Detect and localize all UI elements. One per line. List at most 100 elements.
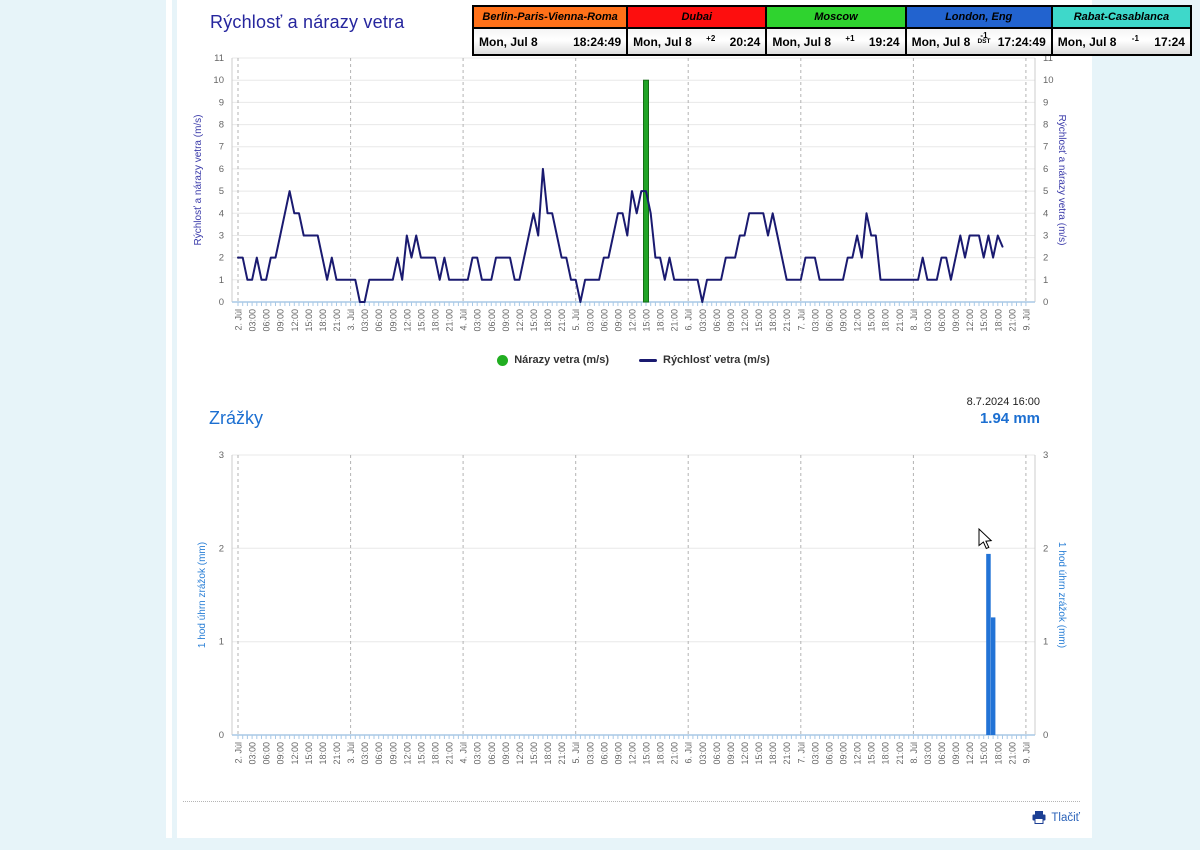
wind-y-axis-label-left: Rýchlosť a nárazy vetra (m/s)	[193, 114, 204, 245]
x-tick-label: 21:00	[782, 742, 792, 765]
x-tick-label: 06:00	[824, 309, 834, 332]
legend-item[interactable]: Nárazy vetra (m/s)	[497, 354, 609, 366]
y-tick-label-left: 2	[219, 543, 224, 554]
x-tick-label: 03:00	[360, 309, 370, 332]
content-panel: Rýchlosť a nárazy vetra 2. Júl 03:00 06:00…	[166, 0, 1092, 838]
clock-city-time-row: Mon, Jul 8 +2 20:24	[628, 29, 766, 54]
precipitation-chart: 2. Júl 03:00 06:00 09:00 12:00 15:00 18:00 21:0…	[197, 450, 1067, 765]
x-tick-label: 18:00	[543, 309, 553, 332]
x-tick-label: 06:00	[937, 742, 947, 765]
y-tick-label-right: 6	[1043, 164, 1048, 175]
clock-city-name: Moscow	[767, 7, 905, 29]
clock-city-column: Rabat-Casablanca Mon, Jul 8 -1 17:24	[1050, 7, 1190, 54]
clock-date: Mon, Jul 8	[1057, 34, 1117, 49]
x-tick-label: 09:00	[951, 309, 961, 332]
y-tick-label-right: 0	[1043, 297, 1048, 308]
x-tick-label: 21:00	[895, 309, 905, 332]
x-tick-label: 21:00	[332, 309, 342, 332]
y-tick-label-left: 0	[219, 297, 224, 308]
x-tick-label: 03:00	[698, 742, 708, 765]
x-tick-label: 09:00	[388, 742, 398, 765]
x-tick-label: 03:00	[923, 309, 933, 332]
y-tick-label-right: 2	[1043, 253, 1048, 264]
x-tick-label: 06:00	[487, 309, 497, 332]
x-tick-label: 21:00	[557, 309, 567, 332]
tooltip-datetime: 8.7.2024 16:00	[966, 396, 1040, 408]
x-tick-label: 03:00	[248, 742, 258, 765]
clock-offset-value: +1	[845, 33, 855, 43]
y-tick-label-right: 3	[1043, 450, 1048, 461]
y-tick-label-right: 2	[1043, 543, 1048, 554]
x-tick-label: 06:00	[374, 742, 384, 765]
wind-chart: 2. Júl 03:00 06:00 09:00 12:00 15:00 18:00 21:0…	[193, 53, 1067, 332]
x-tick-label: 03:00	[698, 309, 708, 332]
clock-city-name: Berlin-Paris-Vienna-Roma	[474, 7, 627, 29]
x-tick-label: 5. Júl	[571, 742, 581, 764]
x-tick-label: 7. Júl	[796, 742, 806, 764]
x-tick-label: 3. Júl	[346, 742, 356, 764]
x-tick-label: 18:00	[993, 309, 1003, 332]
x-tick-label: 09:00	[839, 309, 849, 332]
footer-divider: Tlačiť	[183, 801, 1080, 824]
x-tick-label: 6. Júl	[684, 742, 694, 764]
precip-bar[interactable]	[990, 617, 996, 735]
x-tick-label: 5. Júl	[571, 309, 581, 331]
clock-city-time-row: Mon, Jul 8 -1 17:24	[1052, 29, 1190, 54]
x-tick-label: 06:00	[824, 742, 834, 765]
x-tick-label: 03:00	[248, 309, 258, 332]
clock-offset-value: -1	[980, 30, 988, 40]
x-tick-label: 09:00	[501, 742, 511, 765]
x-tick-label: 12:00	[853, 309, 863, 332]
y-tick-label-left: 6	[219, 164, 224, 175]
x-tick-label: 18:00	[318, 742, 328, 765]
clock-city-time-row: Mon, Jul 8 +1 19:24	[767, 29, 905, 54]
tooltip-value: 1.94 mm	[979, 410, 1040, 427]
wind-chart-legend: Nárazy vetra (m/s) Rýchlosť vetra (m/s)	[232, 354, 1035, 366]
y-tick-label-left: 7	[219, 142, 224, 153]
x-tick-label: 8. Júl	[909, 309, 919, 331]
x-tick-label: 09:00	[388, 309, 398, 332]
x-tick-label: 9. Júl	[1021, 742, 1031, 764]
x-tick-label: 18:00	[768, 309, 778, 332]
x-tick-label: 03:00	[923, 742, 933, 765]
x-tick-label: 03:00	[810, 309, 820, 332]
x-tick-label: 4. Júl	[459, 309, 469, 331]
x-tick-label: 12:00	[853, 742, 863, 765]
x-tick-label: 18:00	[543, 742, 553, 765]
clock-date: Mon, Jul 8	[772, 34, 832, 49]
precip-bar[interactable]	[986, 553, 991, 735]
clock-city-name: Dubai	[628, 7, 766, 29]
printer-icon	[1032, 811, 1046, 824]
x-tick-label: 15:00	[867, 309, 877, 332]
x-tick-label: 09:00	[276, 309, 286, 332]
y-tick-label-left: 4	[219, 208, 224, 219]
x-tick-label: 12:00	[740, 309, 750, 332]
x-tick-label: 7. Júl	[796, 309, 806, 331]
x-tick-label: 15:00	[642, 309, 652, 332]
x-tick-label: 06:00	[262, 742, 272, 765]
precip-y-axis-label-left: 1 hod úhrn zrážok (mm)	[197, 542, 208, 648]
x-tick-label: 18:00	[768, 742, 778, 765]
x-tick-label: 06:00	[262, 309, 272, 332]
y-tick-label-left: 10	[213, 75, 224, 86]
x-tick-label: 21:00	[445, 742, 455, 765]
precip-y-axis-label-right: 1 hod úhrn zrážok (mm)	[1056, 542, 1067, 648]
x-tick-label: 09:00	[276, 742, 286, 765]
y-tick-label-left: 5	[219, 186, 224, 197]
y-tick-label-right: 1	[1043, 275, 1048, 286]
x-tick-label: 06:00	[712, 309, 722, 332]
legend-item[interactable]: Rýchlosť vetra (m/s)	[639, 354, 770, 366]
x-tick-label: 6. Júl	[684, 309, 694, 331]
print-button[interactable]: Tlačiť	[1032, 811, 1080, 824]
y-tick-label-left: 9	[219, 97, 224, 108]
x-tick-label: 21:00	[670, 309, 680, 332]
y-tick-label-left: 1	[219, 637, 224, 648]
wind-y-axis-label-right: Rýchlosť a nárazy vetra (m/s)	[1056, 114, 1067, 245]
x-tick-label: 12:00	[515, 742, 525, 765]
clock-city-column: London, Eng Mon, Jul 8 -1 DST 17:24:49	[904, 7, 1051, 54]
y-tick-label-right: 9	[1043, 97, 1048, 108]
x-tick-label: 15:00	[529, 309, 539, 332]
y-tick-label-right: 11	[1043, 53, 1053, 64]
precip-tooltip: 8.7.2024 16:00 1.94 mm	[967, 396, 1040, 427]
y-tick-label-left: 2	[219, 253, 224, 264]
